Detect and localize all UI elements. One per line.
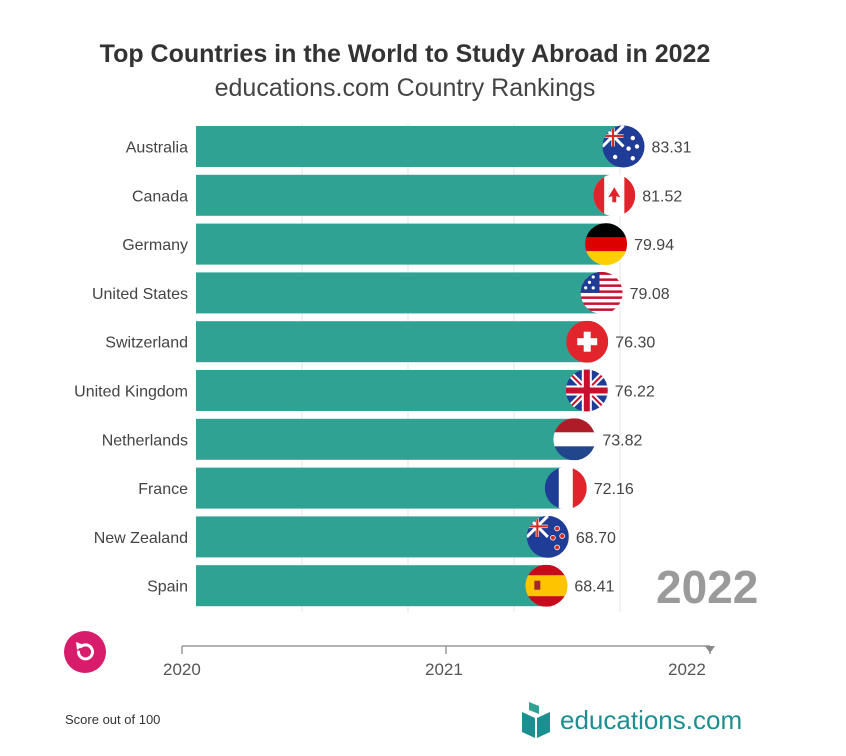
australia-flag <box>602 125 645 168</box>
bar <box>196 272 606 314</box>
category-label: New Zealand <box>94 530 188 547</box>
timeline-label-2021[interactable]: 2021 <box>425 660 463 679</box>
chart-subtitle: educations.com Country Rankings <box>214 74 596 102</box>
bar <box>196 516 552 558</box>
bar-row: United Kingdom 76.22 <box>74 369 655 412</box>
bar <box>196 321 592 363</box>
bar-row: Spain 68.41 <box>147 564 614 607</box>
bar <box>196 126 628 167</box>
timeline-label-2022[interactable]: 2022 <box>668 660 706 679</box>
bar <box>196 370 591 411</box>
bar <box>196 174 619 216</box>
bar-row: Germany 79.94 <box>122 223 674 266</box>
bar-row: Canada 81.52 <box>132 174 682 217</box>
value-label: 76.22 <box>615 384 655 401</box>
value-label: 76.30 <box>615 335 655 352</box>
bar-row: Switzerland 76.30 <box>105 320 655 363</box>
replay-button[interactable] <box>64 631 106 673</box>
bar <box>196 467 570 509</box>
category-label: France <box>138 481 188 498</box>
switzerland-flag <box>566 320 609 363</box>
value-label: 79.94 <box>634 237 674 254</box>
category-label: United States <box>92 286 188 303</box>
logo-text: educations.com <box>560 704 743 735</box>
chart-title: Top Countries in the World to Study Abro… <box>99 40 711 68</box>
value-label: 68.41 <box>574 579 614 596</box>
netherlands-flag <box>553 418 596 461</box>
value-label: 72.16 <box>594 481 634 498</box>
replay-icon <box>76 642 94 661</box>
canada-flag <box>593 174 636 217</box>
category-label: Netherlands <box>102 432 188 449</box>
educations-logo[interactable]: educations.com <box>520 700 742 740</box>
bar-row: France 72.16 <box>138 467 634 510</box>
category-label: Spain <box>147 579 188 596</box>
value-label: 83.31 <box>652 140 692 157</box>
bar-row: New Zealand 68.70 <box>94 515 616 558</box>
category-label: Canada <box>132 188 188 205</box>
score-footnote: Score out of 100 <box>65 712 161 727</box>
new-zealand-flag <box>526 515 569 558</box>
germany-flag <box>585 223 628 266</box>
france-flag <box>544 467 587 510</box>
spain-flag <box>525 564 568 607</box>
uk-flag <box>565 369 608 412</box>
bar-row: Netherlands 73.82 <box>102 418 643 461</box>
category-label: Switzerland <box>105 335 188 352</box>
category-label: Australia <box>126 140 188 157</box>
timeline-handle[interactable] <box>705 646 715 653</box>
book-logo-icon <box>522 702 550 738</box>
bar <box>196 418 579 460</box>
bar <box>196 565 551 607</box>
value-label: 68.70 <box>576 530 616 547</box>
bar-row: United States 79.08 <box>92 271 670 314</box>
value-label: 79.08 <box>630 286 670 303</box>
category-label: United Kingdom <box>74 384 188 401</box>
category-label: Germany <box>122 237 188 254</box>
value-label: 73.82 <box>602 432 642 449</box>
bar <box>196 223 611 265</box>
bar-row: Australia 83.31 <box>126 125 692 168</box>
current-year-label: 2022 <box>656 561 759 613</box>
value-label: 81.52 <box>642 188 682 205</box>
timeline-label-2020[interactable]: 2020 <box>163 660 201 679</box>
